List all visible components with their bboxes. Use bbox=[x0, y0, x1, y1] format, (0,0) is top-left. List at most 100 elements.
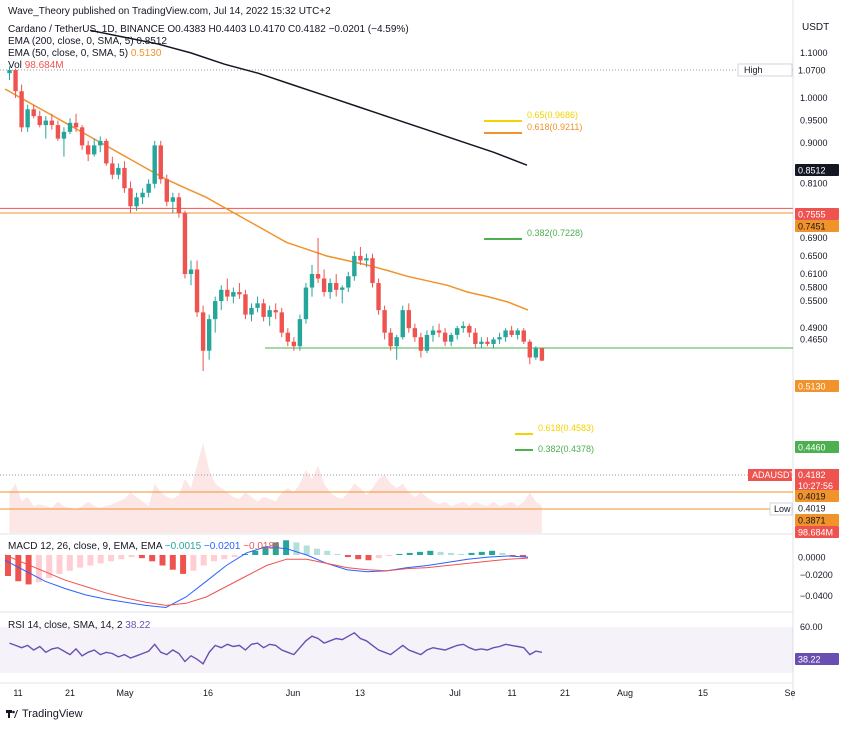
volume-tag: 98.684M bbox=[795, 526, 839, 538]
macd-histogram-bar bbox=[283, 540, 290, 555]
macd-histogram-bar bbox=[458, 553, 465, 555]
candle-body bbox=[243, 294, 248, 315]
low-price-tag: 0.4019 bbox=[795, 502, 839, 514]
candle bbox=[255, 296, 260, 313]
candle-body bbox=[448, 334, 454, 342]
candle-body bbox=[219, 289, 224, 302]
candle bbox=[309, 264, 315, 297]
time-tick-label: Jun bbox=[286, 688, 301, 698]
candle-body bbox=[406, 310, 411, 329]
macd-histogram-bar bbox=[417, 551, 423, 555]
candle-body bbox=[273, 310, 278, 313]
candle bbox=[327, 278, 333, 299]
macd-histogram-bar bbox=[489, 550, 496, 555]
candle bbox=[424, 330, 430, 353]
macd-tick-label: −0.0200 bbox=[800, 570, 833, 580]
candle-body bbox=[25, 109, 30, 128]
candle bbox=[461, 321, 466, 333]
ema200-price-tag: 0.8512 bbox=[795, 164, 839, 176]
candle bbox=[279, 307, 284, 338]
candle bbox=[261, 298, 266, 322]
candle-body bbox=[503, 330, 508, 338]
candle-body bbox=[158, 145, 163, 180]
candle bbox=[497, 332, 502, 344]
tradingview-footer[interactable]: TradingView bbox=[6, 708, 83, 720]
candle-body bbox=[291, 341, 297, 347]
candle bbox=[527, 339, 532, 365]
candle bbox=[7, 66, 12, 80]
macd-histogram-bar bbox=[149, 555, 156, 562]
candle-body bbox=[200, 312, 206, 351]
candle-body bbox=[37, 116, 42, 126]
vol-label: Vol bbox=[8, 60, 22, 71]
macd-histogram-bar bbox=[128, 555, 135, 558]
macd-histogram-bar bbox=[169, 555, 176, 570]
rsi-tick-label: 60.00 bbox=[800, 622, 823, 632]
candle-body bbox=[442, 332, 448, 342]
candle bbox=[231, 287, 236, 304]
symbol-tag-bg bbox=[748, 469, 792, 481]
ema50-line bbox=[4, 88, 529, 311]
candle-body bbox=[182, 213, 188, 275]
candle-body bbox=[134, 197, 139, 207]
candle-body bbox=[509, 330, 514, 335]
candle bbox=[213, 296, 218, 333]
candle bbox=[43, 116, 48, 139]
price-tick-label: 0.4650 bbox=[800, 334, 828, 344]
candle bbox=[479, 337, 484, 349]
candle bbox=[243, 289, 248, 320]
candle-body bbox=[297, 319, 303, 347]
macd-histogram-bar bbox=[231, 555, 238, 558]
candle-body bbox=[267, 310, 272, 317]
candle bbox=[491, 337, 496, 349]
macd-histogram-bar bbox=[509, 555, 516, 557]
macd-histogram-bar bbox=[520, 555, 526, 558]
candle-body bbox=[364, 258, 369, 261]
candle bbox=[467, 323, 472, 338]
candle-body bbox=[539, 348, 545, 361]
price-tick-label: 0.6900 bbox=[800, 233, 828, 243]
resistance-tag-2: 0.7451 bbox=[795, 220, 839, 232]
macd-histogram-bar bbox=[406, 552, 413, 555]
volume-tag-text: 98.684M bbox=[798, 527, 833, 537]
resistance-tag-1: 0.7555 bbox=[795, 208, 839, 220]
macd-histogram-bar bbox=[138, 555, 145, 559]
macd-histogram-bar bbox=[159, 555, 166, 566]
macd-histogram-bar bbox=[499, 552, 506, 555]
candle bbox=[455, 325, 460, 340]
candle bbox=[237, 283, 242, 299]
candle bbox=[364, 253, 369, 268]
price-tick-label: 0.5500 bbox=[800, 296, 828, 306]
time-tick-label: Aug bbox=[617, 688, 633, 698]
macd-histogram-bar bbox=[221, 555, 228, 560]
symbol-line: Cardano / TetherUS, 1D, BINANCE O0.4383 … bbox=[8, 24, 409, 36]
candle bbox=[267, 305, 272, 326]
candle-body bbox=[188, 269, 194, 275]
candle bbox=[164, 174, 169, 207]
candle bbox=[448, 332, 454, 347]
candle-body bbox=[98, 140, 103, 146]
candle-body bbox=[85, 145, 91, 155]
support-tag-2-bg bbox=[795, 490, 839, 502]
candle bbox=[140, 188, 145, 205]
time-tick-label: Jul bbox=[449, 688, 461, 698]
candle-body bbox=[358, 255, 363, 261]
time-tick-label: May bbox=[116, 688, 134, 698]
candle-body bbox=[412, 328, 418, 338]
candle-body bbox=[455, 328, 460, 335]
candle-body bbox=[334, 283, 339, 290]
candle-body bbox=[321, 278, 327, 293]
candle-body bbox=[231, 292, 236, 297]
candle-body bbox=[485, 341, 490, 344]
resistance-tag-1-text: 0.7555 bbox=[798, 209, 826, 219]
candle-body bbox=[225, 289, 230, 297]
candle bbox=[485, 337, 490, 347]
macd-histogram-bar bbox=[211, 555, 217, 562]
high-price-tag-text: 1.0700 bbox=[798, 65, 826, 75]
macd-zero-tag-text: 0.0000 bbox=[798, 552, 826, 562]
fib-level-label: 0.618(0.4583) bbox=[538, 423, 594, 433]
ema50-price-tag: 0.5130 bbox=[795, 380, 839, 392]
macd-value-1: −0.0015 bbox=[164, 541, 202, 552]
candle bbox=[430, 325, 436, 342]
